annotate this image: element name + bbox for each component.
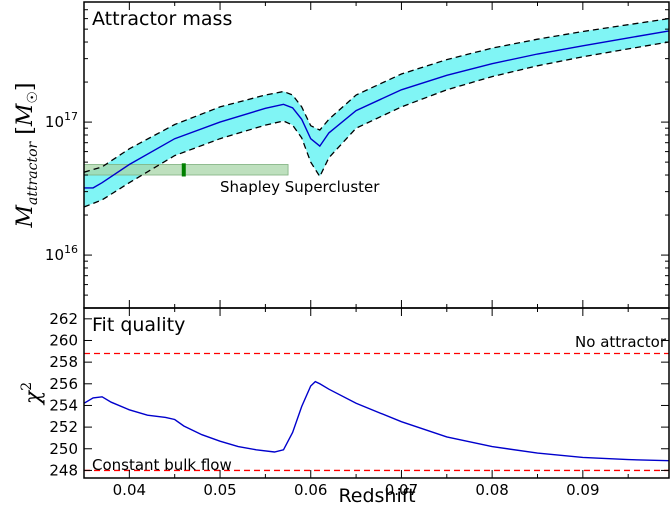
redshift-tick-label: 0.04 xyxy=(113,481,146,499)
svg-text:Mattractor [M☉]: Mattractor [M☉] xyxy=(13,82,41,228)
redshift-tick-label: 0.07 xyxy=(385,481,418,499)
fit-quality-panel-title: Fit quality xyxy=(92,314,185,336)
redshift-tick-label: 0.08 xyxy=(475,481,508,499)
mass-panel-title: Attractor mass xyxy=(92,8,232,30)
mass-tick-label: 1017 xyxy=(45,110,78,131)
shapley-supercluster-box xyxy=(84,164,289,176)
constant-bulk-flow-label: Constant bulk flow xyxy=(92,456,232,474)
svg-text:χ2: χ2 xyxy=(19,382,46,406)
mass-tick-label: 1016 xyxy=(45,243,78,264)
chi2-tick-label: 254 xyxy=(49,396,78,414)
mass-axis-label: Mattractor [M☉] xyxy=(13,82,41,228)
shapley-supercluster-label: Shapley Supercluster xyxy=(220,178,380,196)
chi2-tick-label: 248 xyxy=(49,461,78,479)
redshift-tick-label: 0.06 xyxy=(294,481,327,499)
chi2-tick-label: 258 xyxy=(49,353,78,371)
chi2-tick-label: 262 xyxy=(49,310,78,328)
x-axis-label: Redshift xyxy=(338,485,415,507)
redshift-tick-label: 0.09 xyxy=(566,481,599,499)
mass-panel: 1016 1017 Attractor mass Shapley Superclu… xyxy=(13,1,670,309)
mass-central-line xyxy=(84,30,670,189)
mass-uncertainty-band xyxy=(84,18,669,207)
chi2-tick-label: 260 xyxy=(49,331,78,349)
fit-quality-panel-frame xyxy=(83,307,670,479)
chi2-axis-label: χ2 xyxy=(19,382,46,406)
redshift-tick-label: 0.05 xyxy=(203,481,236,499)
chi2-tick-label: 252 xyxy=(49,418,78,436)
chi2-tick-label: 250 xyxy=(49,440,78,458)
mass-upper-bound-line xyxy=(84,17,670,173)
chi2-tick-label: 256 xyxy=(49,375,78,393)
fit-quality-panel: 248 250 252 254 256 258 260 262 0.04 0.05 0.06 0.07… xyxy=(19,308,670,507)
chi2-curve xyxy=(84,380,670,462)
mass-lower-bound-line xyxy=(84,41,670,208)
no-attractor-label: No attractor xyxy=(575,333,667,351)
